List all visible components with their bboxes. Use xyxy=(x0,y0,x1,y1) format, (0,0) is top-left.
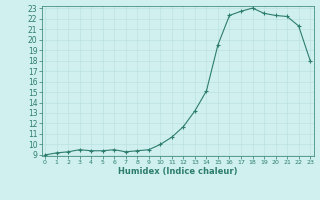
X-axis label: Humidex (Indice chaleur): Humidex (Indice chaleur) xyxy=(118,167,237,176)
